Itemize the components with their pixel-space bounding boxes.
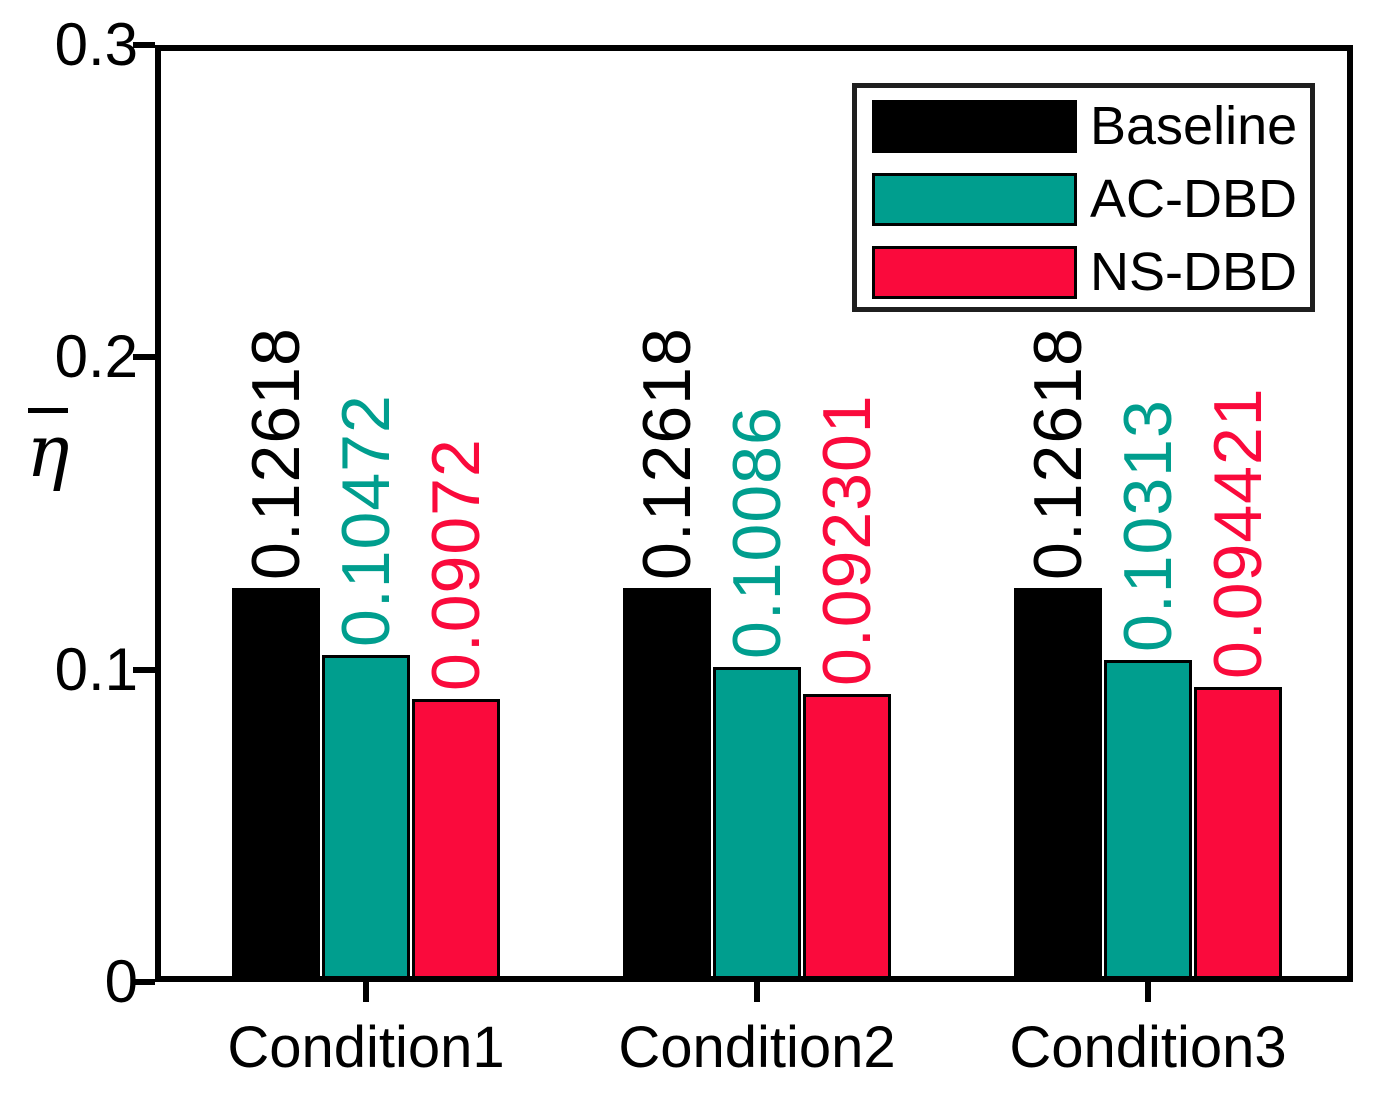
bar-baseline-condition1 [232,587,320,982]
y-axis-tick [133,42,155,48]
bar-baseline-condition3 [1014,587,1102,982]
legend: Baseline AC-DBD NS-DBD [852,83,1315,312]
bar-value-label-ac-dbd-condition2: 0.10086 [719,406,795,659]
bar-value-label-baseline-condition2: 0.12618 [629,327,705,580]
bar-value-label-baseline-condition3: 0.12618 [1020,327,1096,580]
x-axis-tick-label: Condition2 [618,1015,896,1080]
x-axis-tick [1145,982,1151,1002]
y-axis-label: η [16,408,80,489]
bar-value-label-ac-dbd-condition3: 0.10313 [1110,399,1186,652]
bar-value-label-ns-dbd-condition3: 0.094421 [1200,387,1276,680]
ylabel-eta: η [26,409,70,493]
x-axis-tick [754,982,760,1002]
ylabel-overbar [28,408,68,413]
bar-ns-dbd-condition2 [803,693,891,982]
legend-item-ns-dbd: NS-DBD [872,242,1310,302]
bar-value-label-baseline-condition1: 0.12618 [238,327,314,580]
legend-item-baseline: Baseline [872,96,1310,156]
bar-ns-dbd-condition1 [412,698,500,982]
bar-ac-dbd-condition3 [1104,659,1192,982]
y-axis-tick [133,666,155,673]
bar-ns-dbd-condition3 [1194,687,1282,982]
x-axis-tick-label: Condition1 [227,1015,505,1080]
bar-value-label-ns-dbd-condition2: 0.092301 [809,394,885,686]
y-axis-tick-label: 0.1 [54,635,138,703]
y-axis-tick [133,354,155,361]
y-axis-tick-label: 0 [104,948,138,1015]
legend-swatch-ac-dbd [872,173,1077,226]
legend-swatch-baseline [872,100,1077,153]
x-axis-tick [363,982,369,1002]
legend-label-baseline: Baseline [1090,96,1298,156]
x-axis-tick-label: Condition3 [1009,1015,1287,1080]
bar-ac-dbd-condition2 [713,666,801,982]
legend-item-ac-dbd: AC-DBD [872,169,1310,229]
bar-value-label-ns-dbd-condition1: 0.09072 [418,437,494,691]
plot-area: 0.12618 0.10472 0.09072 0.12618 0.10086 0.092… [155,45,1353,982]
y-axis-tick [133,979,155,985]
y-axis-tick-label: 0.3 [54,11,138,78]
y-axis-tick-label: 0.2 [54,323,138,391]
bar-value-label-ac-dbd-condition1: 0.10472 [328,394,404,647]
legend-swatch-ns-dbd [872,246,1077,299]
legend-label-ac-dbd: AC-DBD [1090,169,1298,229]
bar-baseline-condition2 [623,587,711,982]
legend-label-ns-dbd: NS-DBD [1090,242,1298,302]
bar-ac-dbd-condition1 [322,654,410,982]
